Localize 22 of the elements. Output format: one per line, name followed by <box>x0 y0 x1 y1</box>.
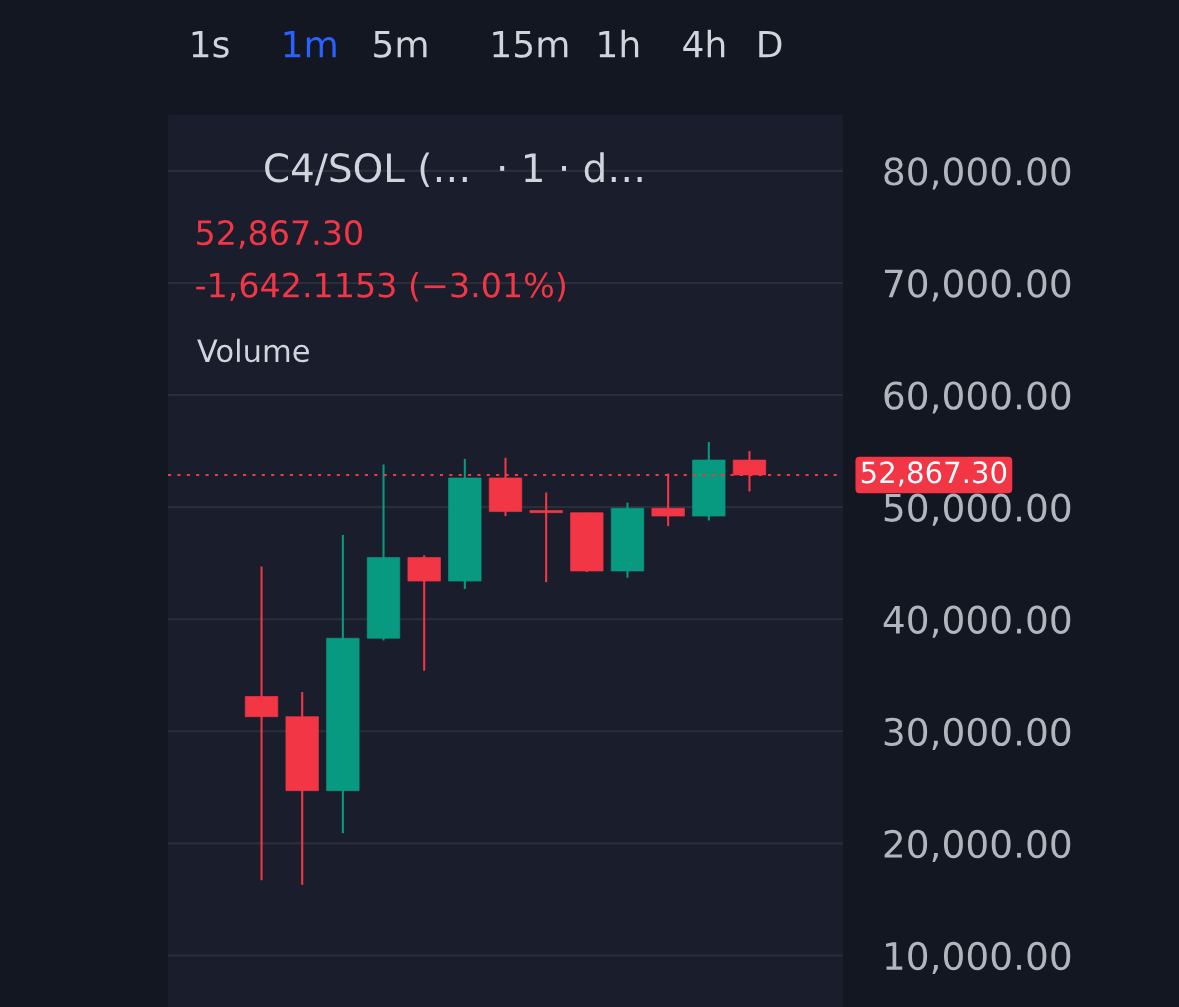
text: 1h <box>599 29 639 58</box>
y-tick-label: 20,000.00 <box>884 829 1071 862</box>
text: 4h <box>683 29 725 58</box>
ref-line-label: 52,867.30 <box>861 461 1007 487</box>
annotation: -1,642.1153 (−3.01%) <box>196 271 565 302</box>
y-tick-label: 40,000.00 <box>883 605 1071 638</box>
text: D <box>759 30 782 58</box>
y-tick-label: 80,000.00 <box>884 157 1071 190</box>
text: 52,867.30 <box>197 220 362 249</box>
y-tick-label: 70,000.00 <box>884 269 1071 302</box>
y-tick-label: 30,000.00 <box>884 717 1071 750</box>
text: 1s <box>192 30 229 58</box>
text: 5m <box>374 30 427 58</box>
annotation: Volume <box>197 338 309 363</box>
text: 1m <box>284 30 336 58</box>
candlestick <box>529 491 563 584</box>
y-tick-label: 50,000.00 <box>884 493 1071 526</box>
text: 15m <box>493 30 568 58</box>
y-tick-label: 10,000.00 <box>885 941 1071 975</box>
y-tick-label: 60,000.00 <box>884 381 1071 414</box>
candlestick <box>244 565 279 882</box>
text: C4/SOL (… · 1 · d… <box>265 152 642 188</box>
